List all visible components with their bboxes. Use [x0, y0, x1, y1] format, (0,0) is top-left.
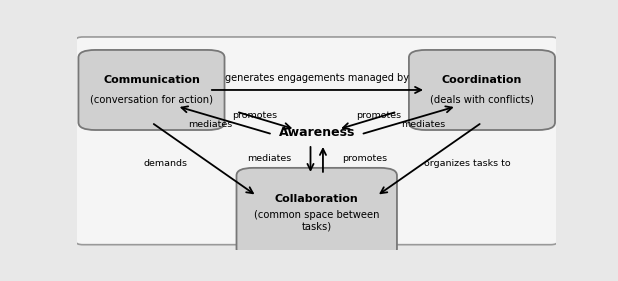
Text: promotes: promotes: [232, 111, 277, 120]
Text: (common space between
tasks): (common space between tasks): [254, 210, 379, 232]
Text: promotes: promotes: [357, 111, 402, 120]
Text: (deals with conflicts): (deals with conflicts): [430, 95, 534, 105]
Text: mediates: mediates: [188, 120, 232, 129]
Text: demands: demands: [144, 159, 188, 168]
Text: Collaboration: Collaboration: [275, 194, 358, 204]
FancyBboxPatch shape: [409, 50, 555, 130]
FancyBboxPatch shape: [78, 50, 224, 130]
Text: promotes: promotes: [342, 154, 387, 163]
FancyBboxPatch shape: [76, 37, 557, 245]
Text: (conversation for action): (conversation for action): [90, 95, 213, 105]
FancyBboxPatch shape: [237, 168, 397, 257]
Text: mediates: mediates: [248, 154, 292, 163]
Text: generates engagements managed by: generates engagements managed by: [225, 73, 408, 83]
Text: Awareness: Awareness: [279, 126, 355, 139]
Text: Communication: Communication: [103, 75, 200, 85]
Text: mediates: mediates: [401, 120, 445, 129]
Text: Coordination: Coordination: [442, 75, 522, 85]
Text: organizes tasks to: organizes tasks to: [425, 159, 511, 168]
